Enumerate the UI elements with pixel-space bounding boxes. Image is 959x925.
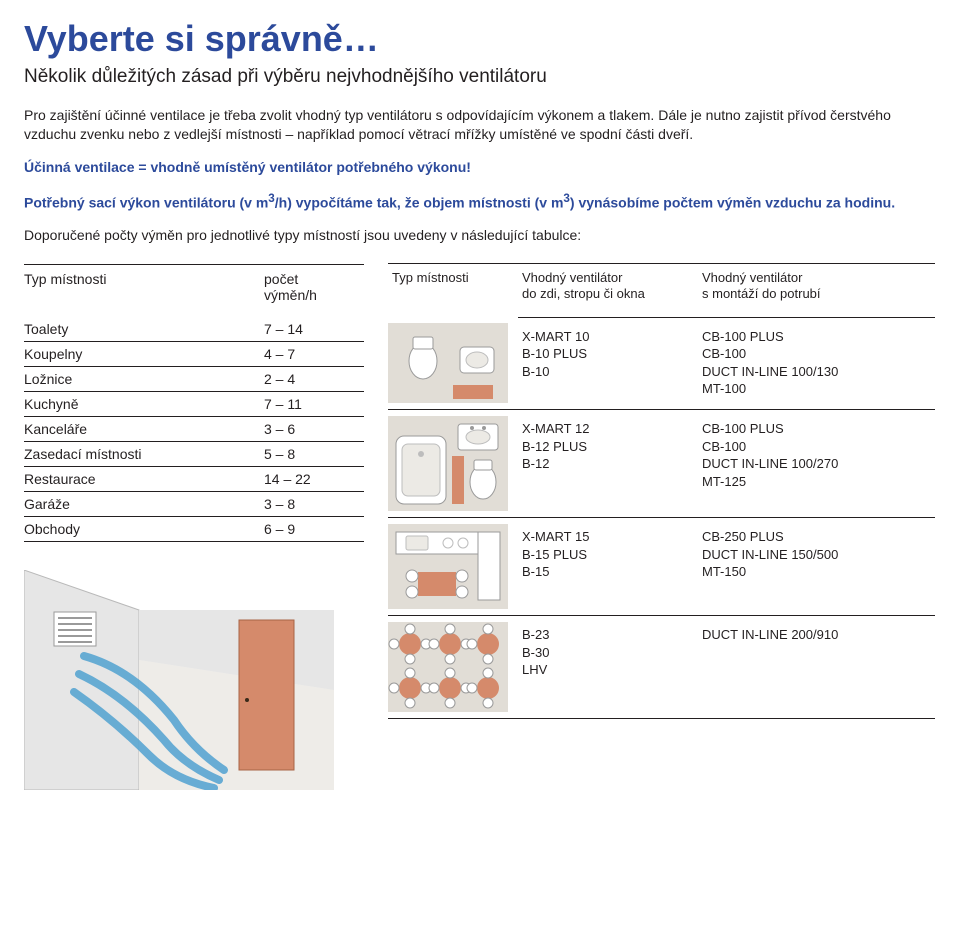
table-row: Garáže3 – 8 bbox=[24, 491, 364, 516]
duct-text: DUCT IN-LINE 200/910 bbox=[702, 627, 838, 642]
cell: Toalety bbox=[24, 317, 264, 342]
right-column: Typ místnosti Vhodný ventilátor do zdi, … bbox=[388, 263, 935, 790]
fan-row-toilet: X-MART 10 B-10 PLUS B-10 CB-100 PLUS CB-… bbox=[388, 317, 935, 410]
calc-text-a: Potřebný sací výkon ventilátoru (v m bbox=[24, 194, 268, 210]
duct-text: CB-250 PLUS DUCT IN-LINE 150/500 MT-150 bbox=[702, 529, 838, 579]
th-duct-fan: Vhodný ventilátor s montáží do potrubí bbox=[698, 264, 935, 318]
cell: 7 – 14 bbox=[264, 317, 364, 342]
th-wall-l1: Vhodný ventilátor bbox=[522, 270, 622, 285]
table-row: Kanceláře3 – 6 bbox=[24, 416, 364, 441]
room-icon-toilet bbox=[388, 317, 518, 410]
cell: 7 – 11 bbox=[264, 391, 364, 416]
duct-fan-list: CB-100 PLUS CB-100 DUCT IN-LINE 100/130 … bbox=[698, 317, 935, 410]
duct-fan-list: CB-100 PLUS CB-100 DUCT IN-LINE 100/270 … bbox=[698, 410, 935, 518]
cell: Koupelny bbox=[24, 341, 264, 366]
th-room-type: Typ místnosti bbox=[24, 264, 264, 317]
wall-text: B-23 B-30 LHV bbox=[522, 627, 549, 677]
page-subtitle: Několik důležitých zásad při výběru nejv… bbox=[24, 66, 935, 88]
cell: Garáže bbox=[24, 491, 264, 516]
table-row: Ložnice2 – 4 bbox=[24, 366, 364, 391]
th-exchange: počet výměn/h bbox=[264, 264, 364, 317]
th-duct-l1: Vhodný ventilátor bbox=[702, 270, 802, 285]
th-wall-l2: do zdi, stropu či okna bbox=[522, 286, 645, 301]
left-column: Typ místnosti počet výměn/h Toalety7 – 1… bbox=[24, 263, 364, 790]
cell: 4 – 7 bbox=[264, 341, 364, 366]
calc-text-b: /h) vypočítáme tak, že objem místnosti (… bbox=[275, 194, 564, 210]
th-exchange-l2: výměn/h bbox=[264, 287, 317, 303]
fan-row-restaurant: B-23 B-30 LHV DUCT IN-LINE 200/910 bbox=[388, 616, 935, 719]
columns-wrapper: Typ místnosti počet výměn/h Toalety7 – 1… bbox=[24, 263, 935, 790]
cell: Zasedací místnosti bbox=[24, 441, 264, 466]
page-title: Vyberte si správně… bbox=[24, 18, 935, 60]
cell: Obchody bbox=[24, 516, 264, 541]
table-row: Kuchyně7 – 11 bbox=[24, 391, 364, 416]
th-exchange-l1: počet bbox=[264, 271, 298, 287]
calc-text-c: ) vynásobíme počtem výměn vzduchu za hod… bbox=[570, 194, 895, 210]
airflow-svg bbox=[24, 570, 334, 790]
wall-text: X-MART 10 B-10 PLUS B-10 bbox=[522, 329, 589, 379]
cell: Restaurace bbox=[24, 466, 264, 491]
airflow-diagram bbox=[24, 570, 334, 790]
table-row: Koupelny4 – 7 bbox=[24, 341, 364, 366]
th-wall-fan: Vhodný ventilátor do zdi, stropu či okna bbox=[518, 264, 698, 318]
wall-fan-list: X-MART 15 B-15 PLUS B-15 bbox=[518, 518, 698, 616]
room-icon-bathroom bbox=[388, 410, 518, 518]
fan-selection-table: Typ místnosti Vhodný ventilátor do zdi, … bbox=[388, 263, 935, 719]
duct-fan-list: CB-250 PLUS DUCT IN-LINE 150/500 MT-150 bbox=[698, 518, 935, 616]
table-row: Obchody6 – 9 bbox=[24, 516, 364, 541]
cell: 6 – 9 bbox=[264, 516, 364, 541]
duct-text: CB-100 PLUS CB-100 DUCT IN-LINE 100/130 … bbox=[702, 329, 838, 397]
th-duct-l2: s montáží do potrubí bbox=[702, 286, 821, 301]
cell: Ložnice bbox=[24, 366, 264, 391]
fan-row-kitchen: X-MART 15 B-15 PLUS B-15 CB-250 PLUS DUC… bbox=[388, 518, 935, 616]
duct-text: CB-100 PLUS CB-100 DUCT IN-LINE 100/270 … bbox=[702, 421, 838, 489]
wall-text: X-MART 12 B-12 PLUS B-12 bbox=[522, 421, 589, 471]
fan-row-bathroom: X-MART 12 B-12 PLUS B-12 CB-100 PLUS CB-… bbox=[388, 410, 935, 518]
wall-fan-list: X-MART 12 B-12 PLUS B-12 bbox=[518, 410, 698, 518]
wall-fan-list: B-23 B-30 LHV bbox=[518, 616, 698, 719]
table-row: Toalety7 – 14 bbox=[24, 317, 364, 342]
cell: 5 – 8 bbox=[264, 441, 364, 466]
cell: 14 – 22 bbox=[264, 466, 364, 491]
table-intro: Doporučené počty výměn pro jednotlivé ty… bbox=[24, 226, 935, 245]
wall-fan-list: X-MART 10 B-10 PLUS B-10 bbox=[518, 317, 698, 410]
table-row: Restaurace14 – 22 bbox=[24, 466, 364, 491]
cell: 3 – 8 bbox=[264, 491, 364, 516]
room-icon-restaurant bbox=[388, 616, 518, 719]
room-exchange-table: Typ místnosti počet výměn/h Toalety7 – 1… bbox=[24, 263, 364, 542]
duct-fan-list: DUCT IN-LINE 200/910 bbox=[698, 616, 935, 719]
cell: Kanceláře bbox=[24, 416, 264, 441]
highlight-equation: Účinná ventilace = vhodně umístěný venti… bbox=[24, 158, 935, 177]
room-exchange-body: Toalety7 – 14 Koupelny4 – 7 Ložnice2 – 4… bbox=[24, 317, 364, 542]
cell: 2 – 4 bbox=[264, 366, 364, 391]
intro-paragraph: Pro zajištění účinné ventilace je třeba … bbox=[24, 106, 935, 144]
th-room-icon: Typ místnosti bbox=[388, 264, 518, 318]
cell: 3 – 6 bbox=[264, 416, 364, 441]
wall-text: X-MART 15 B-15 PLUS B-15 bbox=[522, 529, 589, 579]
room-icon-kitchen bbox=[388, 518, 518, 616]
calculation-paragraph: Potřebný sací výkon ventilátoru (v m3/h)… bbox=[24, 191, 935, 213]
cell: Kuchyně bbox=[24, 391, 264, 416]
table-row: Zasedací místnosti5 – 8 bbox=[24, 441, 364, 466]
